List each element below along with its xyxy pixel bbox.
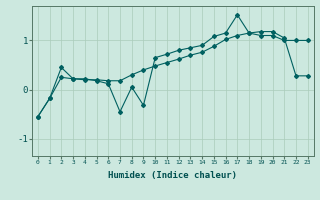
X-axis label: Humidex (Indice chaleur): Humidex (Indice chaleur) (108, 171, 237, 180)
